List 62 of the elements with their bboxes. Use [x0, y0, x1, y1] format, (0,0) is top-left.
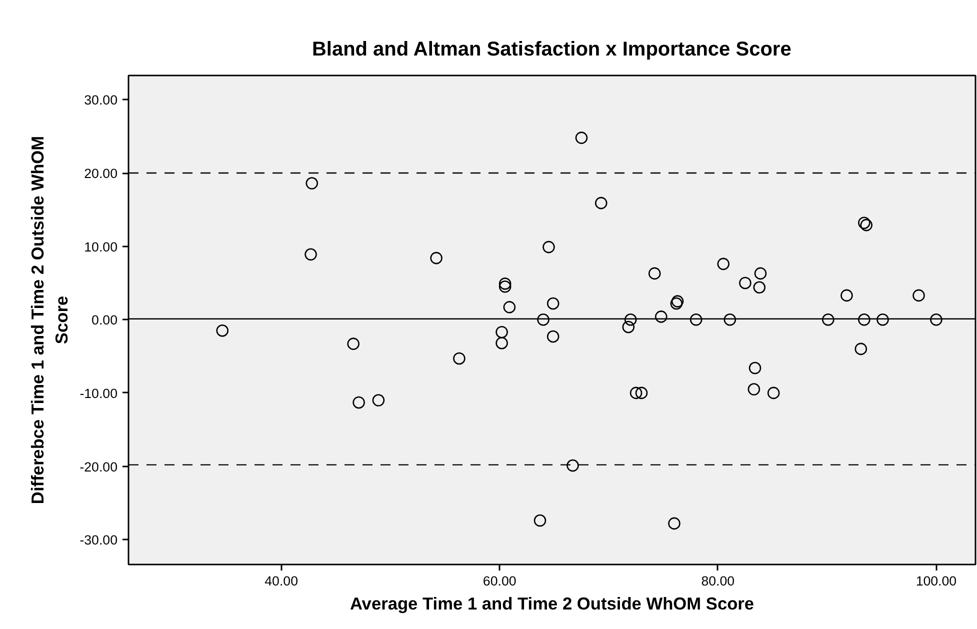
point: [575, 132, 588, 144]
point: [748, 383, 760, 396]
point: [671, 295, 684, 308]
point: [347, 338, 360, 350]
point: [498, 278, 512, 290]
point: [546, 330, 560, 343]
point: [534, 514, 546, 527]
point: [724, 313, 736, 326]
point: [496, 336, 508, 350]
point: [739, 276, 752, 290]
point: [566, 459, 579, 472]
x-tick-label: 40.00: [264, 574, 298, 588]
point: [753, 281, 766, 294]
x-axis-title: Average Time 1 and Time 2 Outside WhOM Score: [350, 594, 754, 614]
point: [306, 177, 318, 190]
point: [648, 267, 661, 280]
point: [717, 258, 730, 270]
point: [858, 313, 870, 326]
point: [748, 362, 762, 374]
point: [496, 326, 508, 338]
y-tick-label: 30.00: [84, 92, 118, 108]
point: [537, 313, 550, 326]
point: [503, 301, 516, 314]
point: [635, 386, 648, 400]
y-tick-label: 20.00: [84, 166, 118, 182]
point: [690, 313, 702, 326]
y-axis-title: Differebce Time 1 and Time 2 Outside WhOM Score: [28, 136, 72, 504]
point: [304, 248, 317, 261]
point: [876, 313, 889, 326]
point: [912, 289, 925, 302]
point: [630, 386, 642, 400]
point: [860, 218, 872, 232]
y-tick-label: -30.00: [80, 532, 118, 548]
y-tick-label: -20.00: [80, 459, 118, 474]
point: [546, 297, 560, 310]
point: [594, 196, 608, 210]
point: [754, 267, 767, 280]
point: [453, 352, 466, 365]
point: [668, 517, 680, 530]
point: [352, 396, 365, 409]
point: [840, 289, 853, 302]
point: [498, 280, 512, 293]
x-tick-label: 80.00: [701, 574, 735, 588]
x-tick-label: 60.00: [482, 574, 516, 588]
y-tick-label: -10.00: [80, 386, 118, 401]
point: [822, 313, 834, 326]
point: [655, 310, 668, 323]
point: [930, 313, 942, 326]
point: [854, 342, 868, 356]
point: [216, 324, 229, 337]
point: [622, 320, 635, 334]
x-tick-label: 100.00: [916, 574, 957, 588]
point: [430, 252, 442, 264]
point: [858, 216, 870, 229]
point: [624, 313, 637, 326]
point: [372, 394, 385, 406]
y-tick-label: 10.00: [84, 239, 118, 254]
point: [670, 297, 683, 310]
point: [767, 386, 780, 400]
y-tick-label: 0.00: [92, 312, 118, 328]
chart-title: Bland and Altman Satisfaction x Importance Score: [312, 38, 792, 60]
point: [542, 240, 555, 254]
